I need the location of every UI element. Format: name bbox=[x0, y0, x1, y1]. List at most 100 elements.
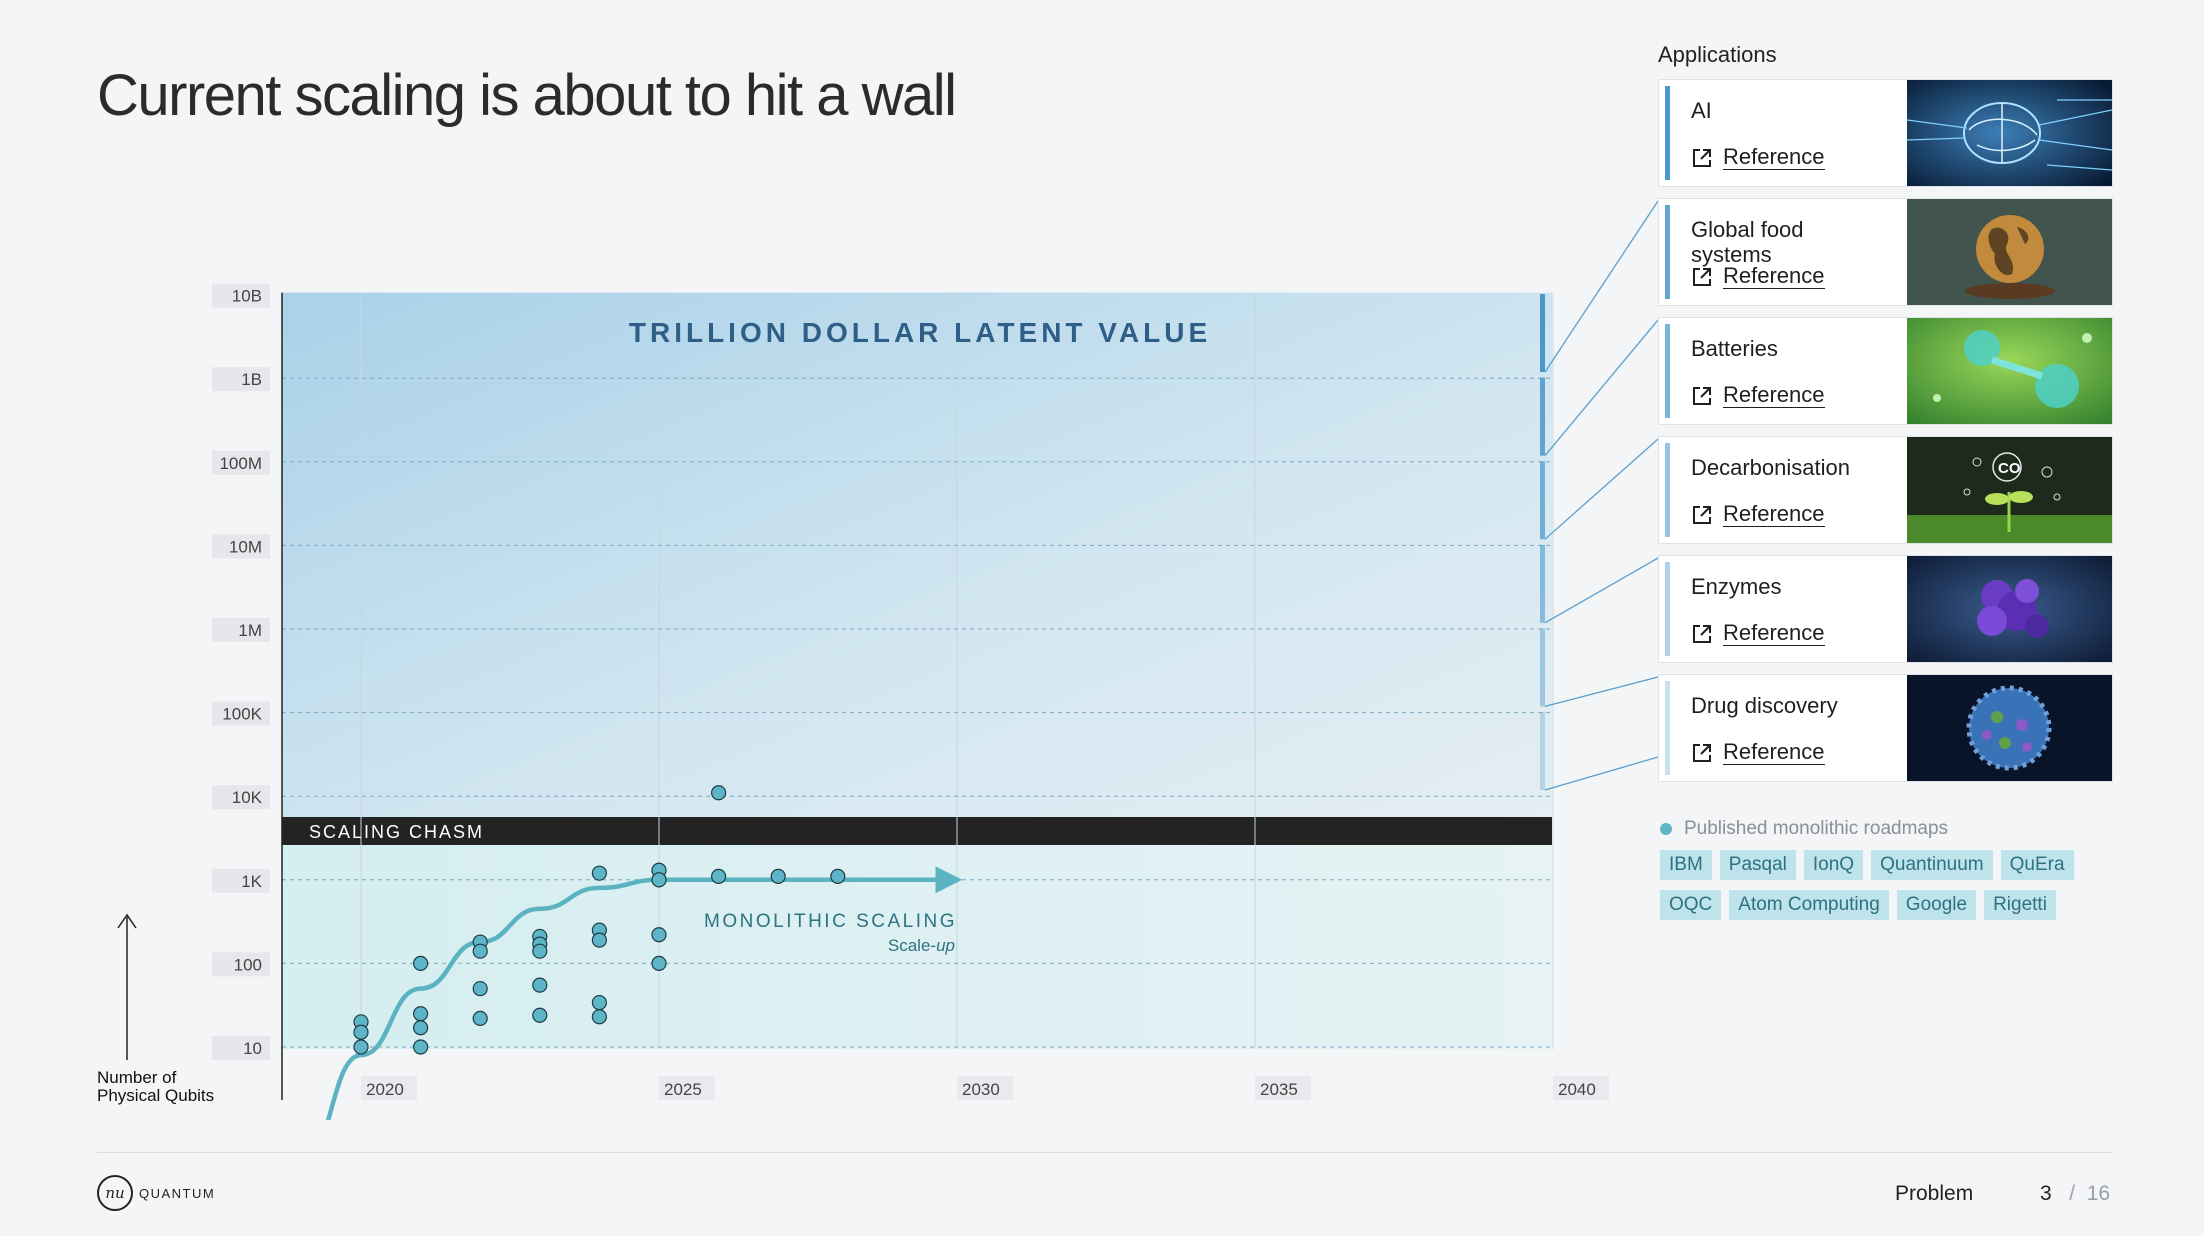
vendor-tag: Rigetti bbox=[1984, 890, 2056, 920]
x-tick-label: 2020 bbox=[366, 1080, 404, 1099]
value-segment-bar bbox=[1540, 294, 1545, 372]
application-card: Decarbonisation Reference CO bbox=[1658, 436, 2113, 544]
value-segment-bar bbox=[1540, 544, 1545, 623]
x-tick-label: 2025 bbox=[664, 1080, 702, 1099]
application-name: Global food systems bbox=[1691, 217, 1804, 267]
qubit-scaling-chart: 10 100 1K 10K 100K 1M 10M 100M 1B 10B 2020 2025 2030… bbox=[97, 283, 1609, 1120]
page-title: Current scaling is about to hit a wall bbox=[97, 63, 957, 128]
roadmap-point bbox=[413, 1006, 429, 1022]
application-name: AI bbox=[1691, 98, 1712, 123]
x-tick-label: 2030 bbox=[962, 1080, 1000, 1099]
y-tick-bg bbox=[212, 367, 270, 392]
reference-link[interactable]: Reference bbox=[1691, 502, 1825, 527]
y-tick-label: 10 bbox=[243, 1039, 262, 1058]
y-tick-label: 100K bbox=[222, 705, 262, 724]
roadmap-point bbox=[472, 1010, 488, 1026]
roadmap-point bbox=[472, 980, 488, 997]
roadmap-point bbox=[532, 943, 548, 959]
y-tick-bg bbox=[212, 868, 270, 893]
reference-label: Reference bbox=[1723, 501, 1825, 527]
y-tick-bg bbox=[212, 450, 270, 475]
external-link-icon bbox=[1693, 505, 1711, 524]
page-separator: / bbox=[2069, 1182, 2076, 1205]
legend: Published monolithic roadmaps bbox=[1660, 818, 1948, 840]
protein-image bbox=[1907, 556, 2112, 662]
logo-mark-icon: nu bbox=[97, 1175, 133, 1211]
vendor-tag-list: IBM Pasqal IonQ Quantinuum QuEra OQC Atom Comp… bbox=[1660, 850, 2120, 930]
scaling-chasm-label: SCALING CHASM bbox=[309, 822, 484, 842]
roadmap-point bbox=[830, 868, 846, 884]
roadmap-point bbox=[472, 943, 488, 959]
y-tick-bg bbox=[212, 618, 270, 642]
external-link-icon bbox=[1693, 267, 1711, 286]
latent-value-region bbox=[282, 292, 1552, 818]
scaling-chasm-band bbox=[282, 817, 1552, 845]
external-link-icon bbox=[1693, 743, 1711, 762]
y-tick-bg bbox=[212, 283, 270, 308]
vendor-tag: OQC bbox=[1660, 890, 1722, 920]
y-tick-bg bbox=[212, 534, 270, 559]
reference-label: Reference bbox=[1723, 263, 1825, 289]
reference-link[interactable]: Reference bbox=[1691, 740, 1825, 765]
y-tick-label: 10M bbox=[229, 537, 262, 556]
application-card: Drug discovery Reference bbox=[1658, 674, 2113, 782]
vendor-tag: Google bbox=[1896, 890, 1977, 920]
y-axis-label: Number of Physical Qubits bbox=[97, 1068, 214, 1105]
application-name: Decarbonisation bbox=[1691, 455, 1850, 480]
reference-label: Reference bbox=[1723, 739, 1825, 765]
application-card: Global food systems Reference bbox=[1658, 198, 2113, 306]
vendor-tag: Quantinuum bbox=[1871, 850, 1993, 880]
external-link-icon bbox=[1693, 386, 1711, 405]
roadmap-point bbox=[353, 1024, 369, 1040]
roadmap-point bbox=[413, 1039, 429, 1055]
roadmap-point bbox=[591, 1009, 608, 1025]
virus-sphere-image bbox=[1907, 675, 2112, 781]
trend-sublabel: Scale-up bbox=[888, 936, 955, 955]
reference-label: Reference bbox=[1723, 620, 1825, 646]
earth-globe-image bbox=[1907, 199, 2112, 305]
y-tick-label: 100M bbox=[219, 454, 262, 473]
value-segment-bar bbox=[1540, 461, 1545, 540]
reference-link[interactable]: Reference bbox=[1691, 264, 1825, 289]
company-logo: nu QUANTUM bbox=[97, 1175, 215, 1211]
y-tick-label: 1K bbox=[241, 872, 262, 891]
roadmap-point bbox=[591, 865, 608, 881]
trend-label: MONOLITHIC SCALING bbox=[704, 911, 957, 932]
roadmap-point bbox=[770, 868, 786, 884]
x-tick-bg bbox=[1255, 1076, 1311, 1100]
legend-label: Published monolithic roadmaps bbox=[1684, 818, 1949, 839]
y-tick-label: 10K bbox=[232, 788, 263, 807]
roadmap-point bbox=[532, 977, 548, 993]
card-accent-bar bbox=[1665, 324, 1670, 418]
x-tick-bg bbox=[659, 1076, 715, 1100]
external-link-icon bbox=[1693, 148, 1711, 167]
roadmap-point bbox=[413, 955, 429, 972]
section-label: Problem bbox=[1895, 1182, 1974, 1205]
external-link-icon bbox=[1693, 624, 1711, 643]
card-accent-bar bbox=[1665, 443, 1670, 537]
roadmap-point bbox=[413, 1020, 429, 1036]
x-tick-label: 2035 bbox=[1260, 1080, 1298, 1099]
legend-dot-icon bbox=[1660, 823, 1672, 835]
neural-brain-image bbox=[1907, 80, 2112, 186]
reference-label: Reference bbox=[1723, 144, 1825, 170]
y-tick-bg bbox=[212, 952, 270, 977]
vendor-tag: IBM bbox=[1660, 850, 1712, 880]
reference-link[interactable]: Reference bbox=[1691, 145, 1825, 170]
page-number: 3 bbox=[2040, 1182, 2052, 1205]
roadmap-point bbox=[591, 932, 608, 948]
application-name: Enzymes bbox=[1691, 574, 1782, 599]
vendor-tag: QuEra bbox=[2000, 850, 2074, 880]
reference-link[interactable]: Reference bbox=[1691, 383, 1825, 408]
monolithic-scaling-trend bbox=[325, 866, 963, 1120]
logo-text: QUANTUM bbox=[139, 1185, 216, 1201]
molecule-image bbox=[1907, 318, 2112, 424]
applications-heading: Applications bbox=[1658, 42, 1777, 67]
x-tick-label: 2040 bbox=[1558, 1080, 1596, 1099]
roadmap-point bbox=[651, 927, 667, 943]
reference-link[interactable]: Reference bbox=[1691, 621, 1825, 646]
co2-plant-image: CO bbox=[1907, 437, 2112, 543]
y-tick-bg bbox=[212, 1036, 270, 1060]
vendor-tag: Pasqal bbox=[1719, 850, 1796, 880]
application-name: Drug discovery bbox=[1691, 693, 1838, 718]
